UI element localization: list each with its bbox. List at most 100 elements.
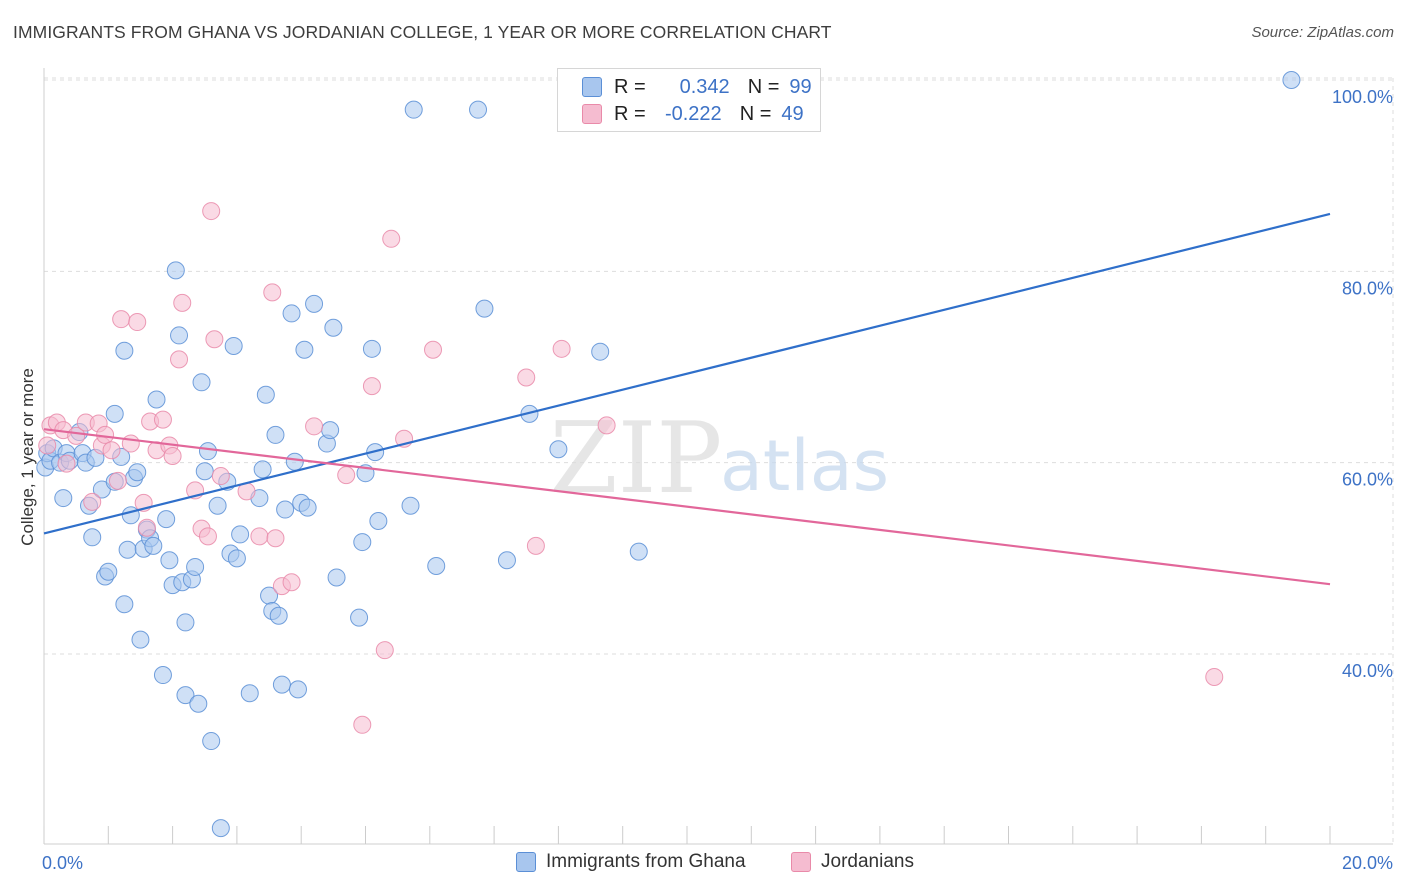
point-jordanians: [163, 446, 182, 465]
point-jordanians: [38, 436, 57, 455]
point-jordanians: [170, 350, 189, 369]
point-ghana: [115, 341, 134, 360]
point-jordanians: [282, 573, 301, 592]
watermark-atlas: atlas: [720, 425, 889, 507]
legend-row-jordanians: R = -0.222 N = 49: [582, 102, 804, 126]
chart-title: IMMIGRANTS FROM GHANA VS JORDANIAN COLLE…: [13, 22, 832, 42]
legend-n-label: N =: [747, 75, 780, 98]
point-ghana: [227, 549, 246, 568]
point-ghana: [469, 100, 488, 119]
point-ghana: [327, 568, 346, 587]
x-tick-label-max: 20.0%: [1342, 853, 1393, 873]
point-jordanians: [121, 434, 140, 453]
point-jordanians: [266, 529, 285, 548]
point-ghana: [350, 608, 369, 627]
point-jordanians: [128, 313, 147, 332]
point-ghana: [54, 489, 73, 508]
point-jordanians: [382, 229, 401, 248]
point-jordanians: [198, 527, 217, 546]
legend-swatch-blue: [582, 77, 602, 97]
point-ghana: [272, 675, 291, 694]
legend-n-label: N =: [739, 102, 772, 125]
point-ghana: [288, 680, 307, 699]
point-jordanians: [526, 536, 545, 555]
point-ghana: [105, 404, 124, 423]
point-ghana: [118, 540, 137, 559]
point-ghana: [192, 373, 211, 392]
point-jordanians: [205, 330, 224, 349]
point-ghana: [224, 336, 243, 355]
point-ghana: [198, 442, 217, 461]
point-ghana: [166, 261, 185, 280]
watermark: ZIP atlas: [550, 402, 890, 516]
point-ghana: [276, 500, 295, 519]
series-legend-jordanians: Jordanians: [791, 851, 914, 873]
point-jordanians: [1205, 667, 1224, 686]
point-jordanians: [211, 467, 230, 486]
point-ghana: [83, 528, 102, 547]
watermark-zip: ZIP: [550, 402, 723, 516]
axis-layer: 40.0% 60.0% 80.0% 100.0%: [43, 68, 1393, 845]
point-ghana: [170, 326, 189, 345]
point-ghana: [99, 562, 118, 581]
series-legend-ghana: Immigrants from Ghana: [516, 851, 746, 873]
legend-r-value: -0.222: [664, 102, 722, 125]
point-jordanians: [137, 518, 156, 537]
legend-r-label: R =: [614, 75, 646, 98]
point-ghana: [282, 304, 301, 323]
x-tick-label-min: 0.0%: [42, 853, 83, 873]
y-axis-label: College, 1 year or more: [18, 368, 37, 546]
point-ghana: [195, 462, 214, 481]
point-ghana: [629, 542, 648, 561]
point-ghana: [549, 440, 568, 459]
point-jordanians: [375, 641, 394, 660]
point-ghana: [208, 496, 227, 515]
y-tick-label: 100.0%: [1332, 87, 1393, 107]
point-ghana: [211, 819, 230, 838]
point-ghana: [153, 666, 172, 685]
trendline-jordanians: [43, 428, 1331, 586]
point-jordanians: [353, 715, 372, 734]
point-ghana: [427, 556, 446, 575]
point-ghana: [321, 421, 340, 440]
point-ghana: [475, 299, 494, 318]
point-ghana: [240, 684, 259, 703]
y-tick-label: 40.0%: [1342, 661, 1393, 681]
series-legend: Immigrants from Ghana Jordanians: [0, 851, 1406, 877]
point-ghana: [189, 694, 208, 713]
point-ghana: [353, 533, 372, 552]
point-ghana: [269, 606, 288, 625]
point-ghana: [295, 340, 314, 359]
legend-n-value: 49: [781, 102, 804, 125]
legend-n-value: 99: [789, 75, 812, 98]
y-tick-label: 60.0%: [1342, 470, 1393, 490]
point-ghana: [202, 732, 221, 751]
point-ghana: [176, 613, 195, 632]
point-ghana: [160, 551, 179, 570]
series-legend-label: Jordanians: [821, 851, 914, 872]
point-ghana: [369, 512, 388, 531]
point-ghana: [497, 551, 516, 570]
legend-row-ghana: R = 0.342 N = 99: [582, 75, 812, 99]
point-jordanians: [597, 416, 616, 435]
point-ghana: [324, 318, 343, 337]
point-ghana: [404, 100, 423, 119]
point-jordanians: [108, 471, 127, 490]
point-ghana: [298, 498, 317, 517]
point-ghana: [157, 510, 176, 529]
trendline-ghana: [43, 212, 1331, 535]
point-jordanians: [552, 339, 571, 358]
point-ghana: [186, 557, 205, 576]
point-jordanians: [173, 293, 192, 312]
point-ghana: [266, 425, 285, 444]
point-jordanians: [362, 377, 381, 396]
point-jordanians: [153, 410, 172, 429]
point-ghana: [362, 339, 381, 358]
point-jordanians: [202, 202, 221, 221]
stats-legend: R = 0.342 N = 99 R = -0.222 N = 49: [557, 68, 821, 132]
legend-swatch-pink: [582, 104, 602, 124]
trend-layer: [43, 212, 1331, 586]
point-ghana: [256, 385, 275, 404]
point-ghana: [231, 525, 250, 544]
